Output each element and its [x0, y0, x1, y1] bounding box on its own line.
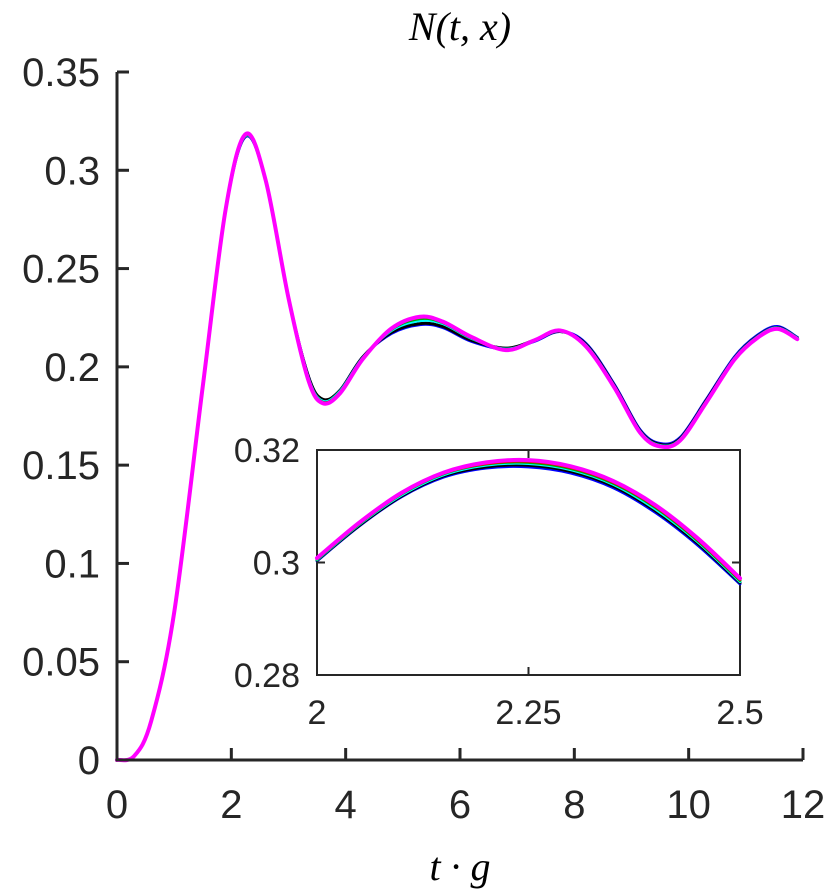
inset-y-tick-label: 0.32 — [234, 432, 300, 470]
main-y-ticks: 0 0.05 0.1 0.15 0.2 0.25 0.3 0.35 — [22, 51, 129, 783]
main-y-tick-label: 0.35 — [22, 51, 100, 95]
main-series-group — [115, 131, 800, 763]
main-y-tick-label: 0.25 — [22, 248, 100, 292]
inset-y-ticks: 0.28 0.3 0.32 — [234, 432, 740, 695]
inset-series-line-6 — [315, 457, 742, 581]
main-y-tick-label: 0.3 — [44, 149, 100, 193]
inset-x-tick-label: 2.5 — [716, 694, 763, 732]
main-x-tick-label: 10 — [666, 783, 711, 827]
inset-x-tick-label: 2 — [308, 694, 327, 732]
inset-x-ticks: 2 2.25 2.5 — [308, 450, 764, 732]
x-axis-label: t · g — [429, 844, 490, 889]
main-x-ticks: 0 2 4 6 8 10 12 — [106, 748, 825, 827]
main-y-tick-label: 0.15 — [22, 444, 100, 488]
main-y-tick-label: 0.05 — [22, 641, 100, 685]
inset-y-tick-label: 0.28 — [234, 657, 300, 695]
main-y-tick-label: 0.1 — [44, 542, 100, 586]
main-y-tick-label: 0 — [78, 739, 100, 783]
main-chart: 0 2 4 6 8 10 12 0 0.05 0.1 0.15 0.2 0.25 0.3 0.35 N(t… — [22, 4, 825, 889]
chart-title: N(t, x) — [408, 4, 511, 49]
main-x-tick-label: 2 — [220, 783, 242, 827]
main-x-tick-label: 8 — [563, 783, 585, 827]
inset-x-tick-label: 2.25 — [495, 694, 561, 732]
main-x-tick-label: 6 — [449, 783, 471, 827]
inset-series-group — [315, 457, 742, 586]
inset-frame — [316, 449, 741, 676]
main-x-tick-label: 4 — [335, 783, 357, 827]
main-x-tick-label: 0 — [106, 783, 128, 827]
inset-chart: 2 2.25 2.5 0.28 0.3 0.32 — [234, 432, 764, 732]
main-x-tick-label: 12 — [781, 783, 826, 827]
main-y-tick-label: 0.2 — [44, 346, 100, 390]
main-series-line-6 — [115, 131, 800, 763]
inset-y-tick-label: 0.3 — [253, 545, 300, 583]
